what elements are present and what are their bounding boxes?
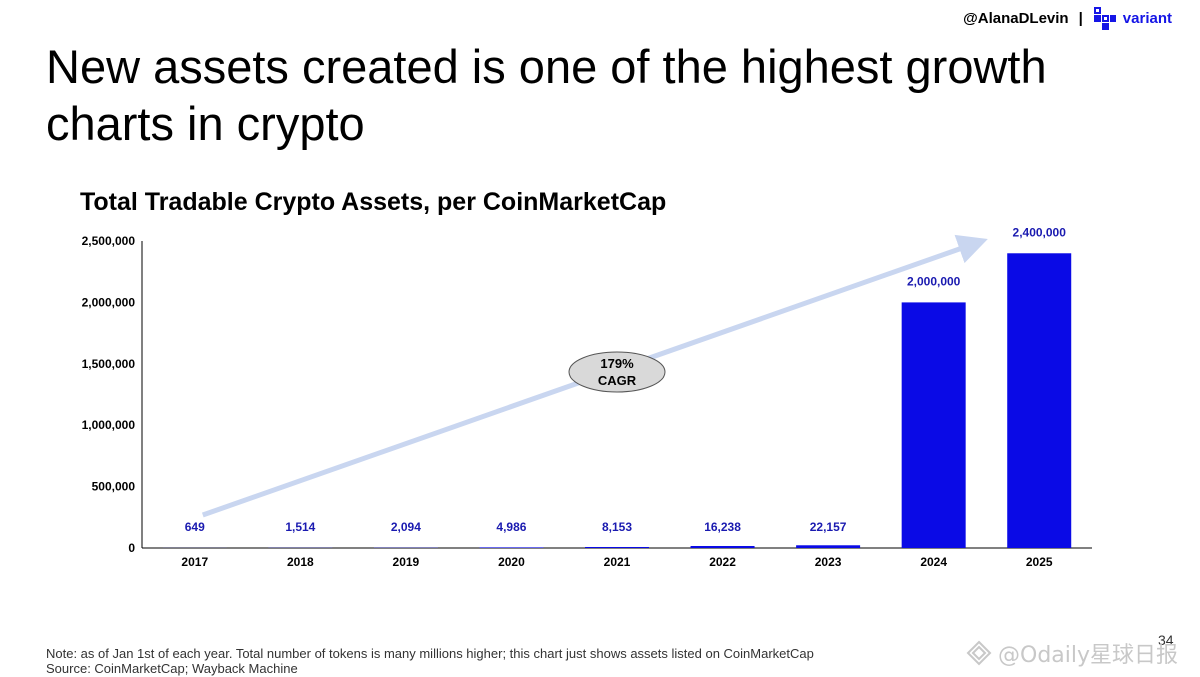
- footnote-source: Source: CoinMarketCap; Wayback Machine: [46, 661, 298, 676]
- data-label-2024: 2,000,000: [907, 274, 961, 288]
- bar-chart: 179% CAGR 0 500,000 1,000,000 1,500,000 2,000…: [82, 225, 1092, 569]
- header-separator: |: [1078, 9, 1083, 27]
- watermark-text: @Odaily星球日报: [998, 643, 1179, 668]
- cagr-label: CAGR: [598, 373, 637, 388]
- footnote-note: Note: as of Jan 1st of each year. Total …: [46, 646, 814, 661]
- data-label-2020: 4,986: [496, 520, 526, 534]
- y-tick-label: 500,000: [92, 480, 136, 494]
- y-tick-label: 1,000,000: [82, 418, 136, 432]
- x-tick-label-2018: 2018: [287, 555, 314, 569]
- variant-logo-icon: [1093, 7, 1116, 30]
- brand: variant: [1093, 6, 1172, 30]
- x-tick-label-2022: 2022: [709, 555, 736, 569]
- y-tick-label: 2,000,000: [82, 295, 136, 309]
- x-tick-label-2023: 2023: [815, 555, 842, 569]
- bar-2021: [585, 546, 649, 548]
- y-tick-label: 1,500,000: [82, 357, 136, 371]
- watermark: @Odaily星球日报: [966, 637, 1178, 669]
- data-label-2017: 649: [185, 520, 205, 534]
- y-tick-label: 2,500,000: [82, 234, 136, 248]
- data-label-2025: 2,400,000: [1013, 225, 1067, 239]
- cagr-value: 179%: [600, 356, 634, 371]
- bar-2022: [690, 546, 755, 548]
- x-tick-label-2017: 2017: [181, 555, 208, 569]
- x-tick-label-2024: 2024: [920, 555, 947, 569]
- slide-title: New assets created is one of the highest…: [46, 40, 1047, 150]
- odaily-logo-icon: [966, 640, 992, 666]
- data-label-2021: 8,153: [602, 520, 632, 534]
- header: @AlanaDLevin | variant: [963, 6, 1172, 30]
- cagr-bubble: [568, 351, 666, 393]
- data-label-2023: 22,157: [810, 520, 847, 534]
- bar-2020: [479, 547, 544, 548]
- page-number: 34: [1158, 632, 1174, 648]
- bar-2024: [901, 302, 966, 548]
- chart-title: Total Tradable Crypto Assets, per CoinMa…: [80, 188, 667, 216]
- brand-name: variant: [1122, 9, 1172, 27]
- bar-2023: [796, 545, 861, 548]
- x-tick-label-2025: 2025: [1026, 555, 1053, 569]
- x-tick-label-2020: 2020: [498, 555, 525, 569]
- x-tick-label-2019: 2019: [393, 555, 420, 569]
- y-tick-label: 0: [128, 541, 135, 555]
- data-label-2022: 16,238: [704, 520, 741, 534]
- data-label-2018: 1,514: [285, 520, 315, 534]
- author-handle: @AlanaDLevin: [963, 9, 1069, 27]
- data-label-2019: 2,094: [391, 520, 421, 534]
- x-tick-label-2021: 2021: [604, 555, 631, 569]
- bar-2025: [1007, 253, 1072, 548]
- footnote: Note: as of Jan 1st of each year. Total …: [46, 646, 814, 676]
